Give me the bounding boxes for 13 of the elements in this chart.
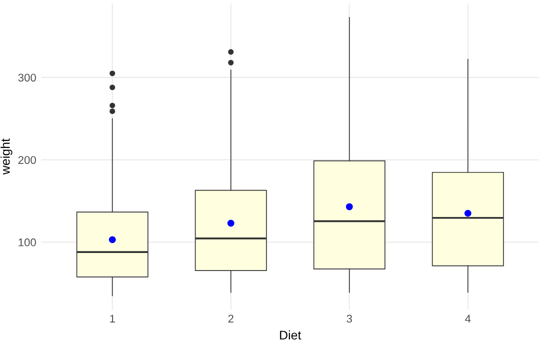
- x-tick-label: 3: [346, 314, 352, 323]
- x-tick-label: 4: [465, 314, 471, 323]
- y-tick-label: 200: [18, 156, 36, 164]
- y-tick-label: 100: [18, 238, 36, 246]
- point: [108, 236, 116, 244]
- x-tick-label: 2: [228, 314, 234, 323]
- point: [227, 220, 234, 227]
- x-tick-label: 1: [110, 314, 115, 323]
- y-axis-title: weight: [0, 138, 12, 175]
- point: [346, 203, 353, 210]
- y-tick-label: 300: [18, 74, 36, 82]
- point: [464, 210, 472, 217]
- x-axis-title: Diet: [280, 330, 302, 340]
